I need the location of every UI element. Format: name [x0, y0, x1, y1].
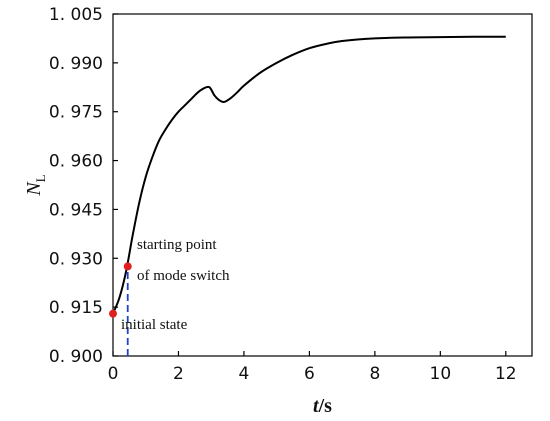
x-axis-title-unit: /s [318, 395, 333, 417]
y-axis-title-sub: L [33, 174, 48, 182]
y-tick-label: 0. 930 [49, 249, 103, 269]
axis-ticks [112, 13, 507, 357]
y-tick-label: 0. 945 [49, 200, 103, 220]
y-tick-label: 0. 915 [49, 298, 103, 318]
x-tick-label: 0 [108, 364, 119, 384]
chart-texts: 0. 900 0. 915 0. 930 0. 945 0. 960 0. 975 0. 9… [23, 5, 517, 417]
y-tick-label: 1. 005 [49, 5, 103, 25]
y-tick-label: 0. 990 [49, 54, 103, 74]
y-tick-label: 0. 960 [49, 152, 103, 172]
initial-state-point [109, 309, 117, 318]
x-tick-label: 12 [495, 364, 517, 384]
y-axis-title-text: NL [23, 174, 48, 196]
plot-frame [112, 13, 533, 357]
x-tick-label: 4 [239, 364, 250, 384]
mode-switch-point [123, 262, 132, 271]
y-tick-label: 0. 975 [49, 103, 103, 123]
x-axis-title: t/s [313, 395, 332, 417]
y-axis-title-main: N [23, 181, 45, 197]
nl-series-line [112, 35, 506, 315]
x-tick-label: 6 [304, 364, 315, 384]
annotation-start-line: of mode switch [137, 268, 230, 284]
chart-marks [109, 35, 506, 356]
x-tick-label: 2 [173, 364, 184, 384]
y-axis-title: NL [23, 174, 48, 196]
y-tick-label: 0. 900 [49, 347, 103, 367]
x-axis-title-var: t [313, 395, 320, 417]
annotation-initial-line: initial state [121, 317, 188, 333]
annotation-start-line: starting point [137, 237, 217, 253]
x-tick-label: 8 [369, 364, 380, 384]
x-tick-label: 10 [430, 364, 452, 384]
